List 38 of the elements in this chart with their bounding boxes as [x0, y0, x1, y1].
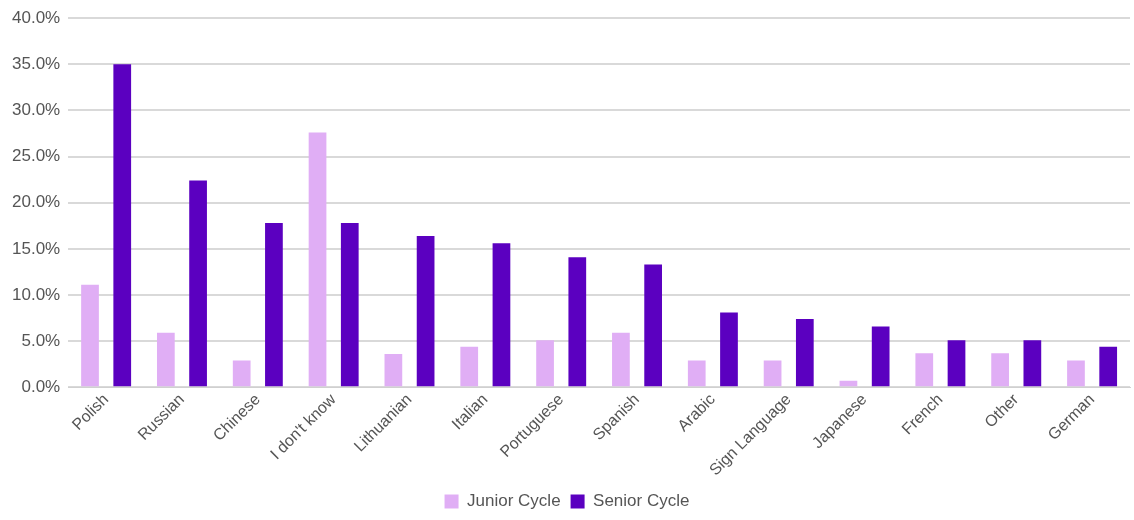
bar	[492, 243, 511, 387]
bar	[795, 319, 814, 387]
bar	[915, 353, 934, 387]
y-tick-label: 25.0%	[12, 146, 61, 166]
bar	[1023, 340, 1042, 387]
bar	[991, 353, 1009, 387]
bar	[568, 257, 587, 387]
bar	[384, 354, 403, 387]
y-tick-label: 0.0%	[21, 376, 61, 396]
bar	[232, 360, 251, 387]
bar	[1067, 360, 1085, 387]
bar	[340, 223, 359, 387]
y-tick-label: 40.0%	[12, 7, 61, 27]
bar	[947, 340, 966, 387]
y-tick-label: 35.0%	[12, 54, 61, 74]
bar	[81, 284, 99, 387]
bar	[536, 340, 554, 387]
bar	[612, 332, 630, 387]
y-tick-label: 20.0%	[12, 192, 61, 212]
legend-label: Senior Cycle	[593, 491, 690, 511]
bar	[308, 132, 327, 387]
bar	[763, 360, 782, 387]
bar	[156, 332, 175, 387]
bar	[416, 235, 435, 387]
bar	[871, 326, 890, 387]
bar	[1099, 346, 1118, 387]
y-tick-label: 10.0%	[12, 284, 61, 304]
y-tick-label: 30.0%	[12, 100, 61, 120]
legend-label: Junior Cycle	[467, 491, 561, 511]
bar	[720, 312, 738, 387]
y-tick-label: 5.0%	[21, 330, 61, 350]
y-tick-label: 15.0%	[12, 238, 61, 258]
bar	[113, 64, 132, 387]
bar	[189, 180, 207, 387]
bar	[687, 360, 706, 387]
bar	[265, 223, 283, 387]
bar	[644, 264, 662, 387]
bar	[460, 346, 479, 387]
